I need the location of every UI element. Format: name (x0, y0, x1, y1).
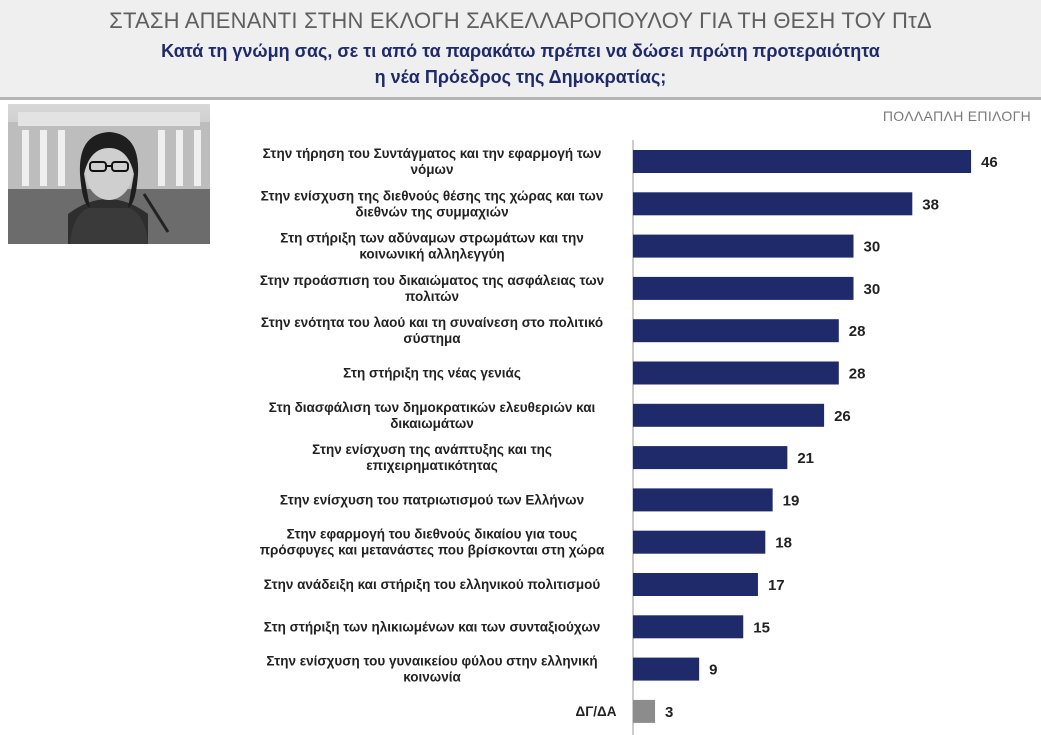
value-label-3: 30 (864, 281, 881, 298)
category-label-12: Στην ενίσχυση του γυναικείου φύλου στην … (266, 654, 597, 685)
category-label-1: Στην ενίσχυση της διεθνούς θέσης της χώρ… (261, 188, 604, 219)
value-label-1: 38 (922, 196, 939, 213)
chart-subtitle: Κατά τη γνώμη σας, σε τι από τα παρακάτω… (0, 38, 1041, 90)
category-label-0: Στην τήρηση του Συντάγματος και την εφαρ… (263, 146, 602, 177)
category-label-10: Στην ανάδειξη και στήριξη του ελληνικού … (264, 577, 601, 592)
bar-5 (633, 361, 839, 385)
category-label-2: Στη στήριξη των αδύναμων στρωμάτων και τ… (280, 231, 583, 262)
bar-8 (633, 488, 773, 512)
subtitle-line-2: η νέα Πρόεδρος της Δημοκρατίας; (374, 67, 667, 87)
category-label-4: Στην ενότητα του λαού και τη συναίνεση σ… (261, 315, 603, 346)
president-photo (8, 104, 210, 244)
value-label-4: 28 (849, 323, 866, 340)
bar-10 (633, 573, 758, 596)
bar-2 (633, 234, 854, 258)
value-label-7: 21 (797, 450, 814, 467)
value-label-6: 26 (834, 408, 851, 425)
value-label-10: 17 (768, 577, 785, 594)
category-label-13: ΔΓ/ΔΑ (575, 704, 616, 719)
value-label-0: 46 (981, 154, 998, 171)
chart-title: ΣΤΑΣΗ ΑΠΕΝΑΝΤΙ ΣΤΗΝ ΕΚΛΟΓΗ ΣΑΚΕΛΛΑΡΟΠΟΥΛ… (109, 8, 932, 33)
category-label-6: Στη διασφάλιση των δημοκρατικών ελευθερι… (269, 400, 596, 431)
category-label-9: Στην εφαρμογή του διεθνούς δικαίου για τ… (260, 527, 605, 558)
bar-4 (633, 319, 839, 343)
bar-11 (633, 615, 744, 639)
value-label-5: 28 (849, 366, 866, 383)
category-label-11: Στη στήριξη των ηλικιωμένων και των συντ… (264, 619, 601, 634)
value-label-12: 9 (709, 662, 717, 679)
subtitle-line-1: Κατά τη γνώμη σας, σε τι από τα παρακάτω… (161, 41, 880, 61)
bar-0 (633, 150, 972, 173)
value-label-2: 30 (864, 239, 881, 256)
category-label-7: Στην ενίσχυση της ανάπτυξης και της επιχε… (312, 442, 552, 473)
multiple-choice-note: ΠΟΛΛΑΠΛΗ ΕΠΙΛΟΓΗ (882, 108, 1031, 124)
category-label-8: Στην ενίσχυση του πατριωτισμού των Ελλήν… (280, 492, 584, 507)
bar-9 (633, 530, 766, 554)
value-label-13: 3 (665, 704, 673, 721)
category-label-3: Στην προάσπιση του δικαιώματος της ασφάλ… (260, 273, 604, 304)
bar-1 (633, 192, 913, 216)
bar-12 (633, 657, 700, 681)
bar-3 (633, 276, 854, 300)
category-label-5: Στη στήριξη της νέας γενιάς (343, 366, 521, 381)
bar-6 (633, 403, 825, 427)
value-label-9: 18 (775, 535, 792, 552)
photo-illustration (8, 104, 210, 244)
value-label-11: 15 (753, 619, 770, 636)
value-label-8: 19 (783, 492, 800, 509)
header: ΣΤΑΣΗ ΑΠΕΝΑΝΤΙ ΣΤΗΝ ΕΚΛΟΓΗ ΣΑΚΕΛΛΑΡΟΠΟΥΛ… (0, 0, 1041, 100)
bar-7 (633, 446, 788, 470)
bar-13 (633, 699, 656, 723)
